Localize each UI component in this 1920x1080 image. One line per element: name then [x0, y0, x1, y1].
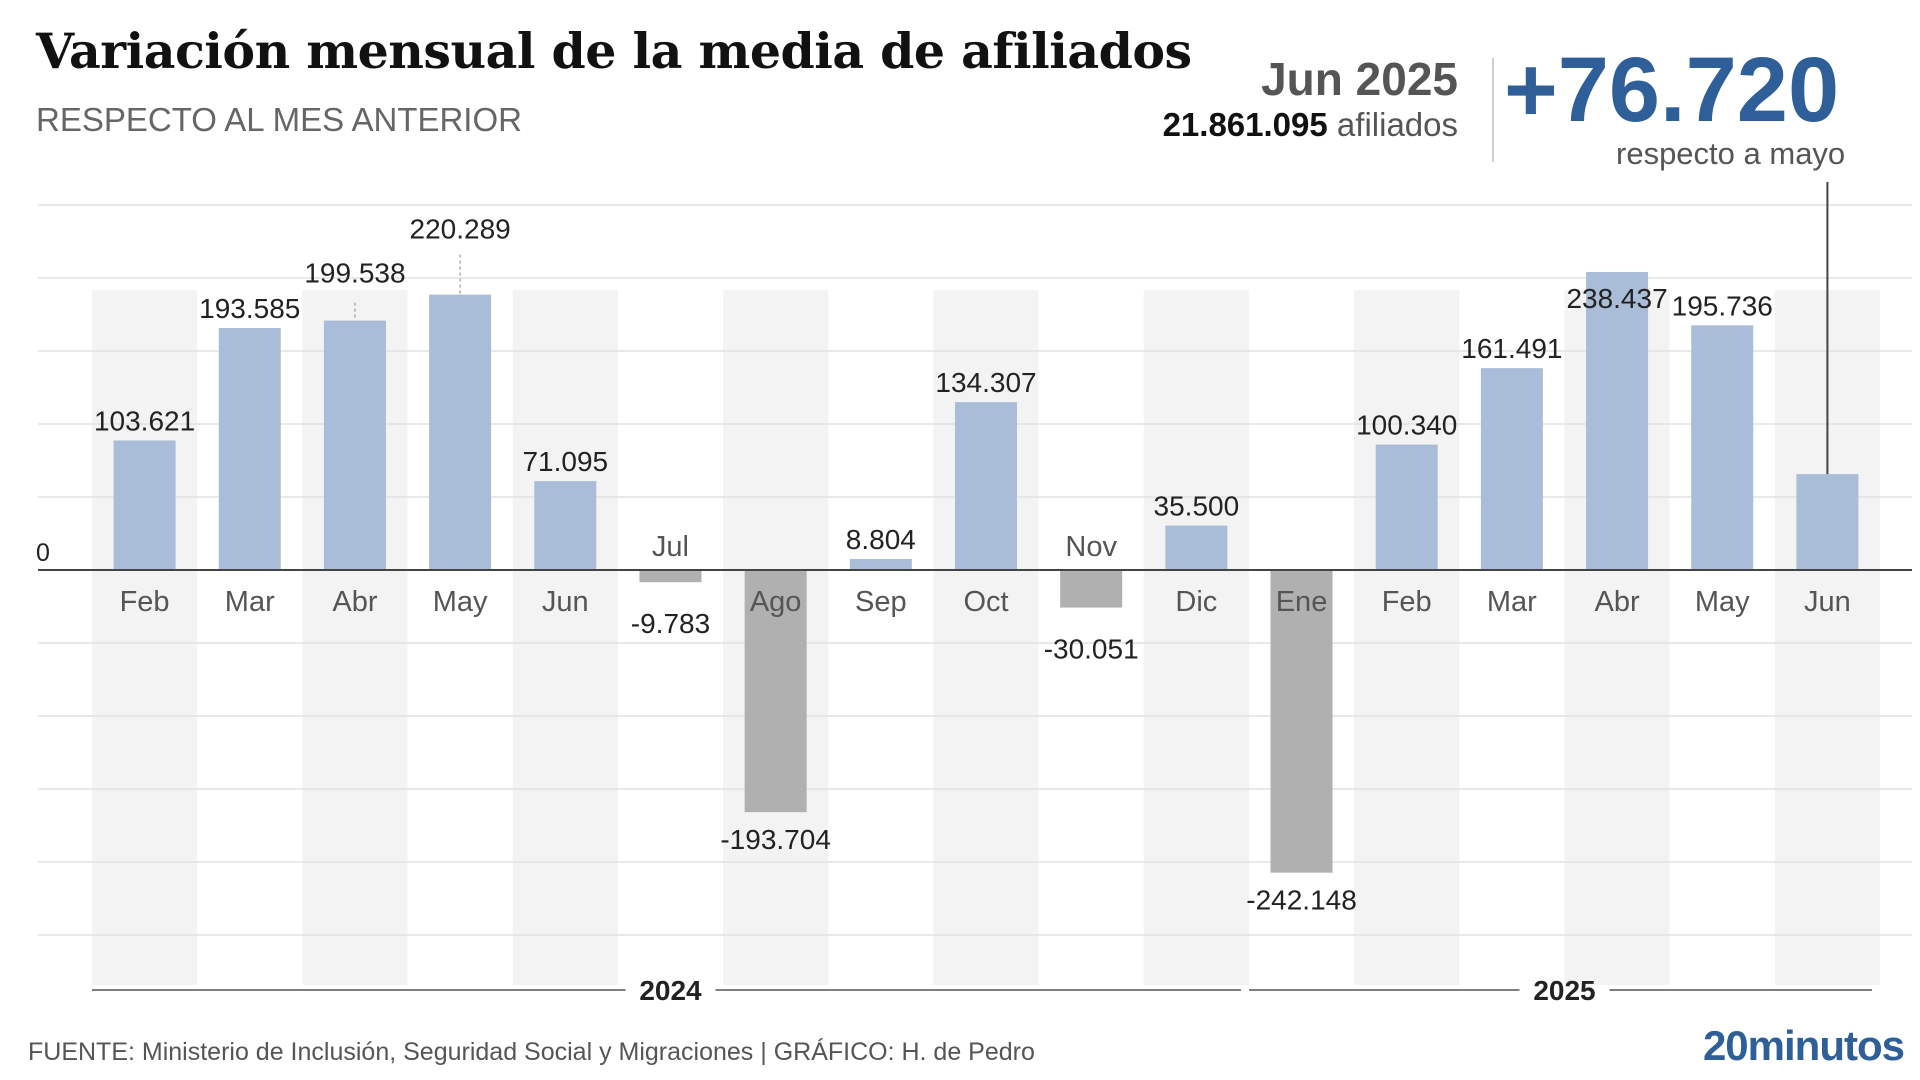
chart-subtitle: RESPECTO AL MES ANTERIOR	[36, 101, 522, 138]
bar-ago-6	[744, 570, 807, 813]
category-label-1: Mar	[225, 586, 275, 618]
category-label-4: Jun	[542, 586, 589, 618]
value-label-8: 134.307	[935, 367, 1036, 398]
bar-mar-1	[218, 328, 281, 570]
category-label-10: Dic	[1175, 586, 1217, 618]
highlight-total-suffix: afiliados	[1336, 106, 1458, 143]
bar-nov-9	[1060, 570, 1123, 608]
value-label-12: 100.340	[1356, 410, 1457, 441]
bar-oct-8	[955, 402, 1017, 570]
band-10	[1143, 290, 1249, 985]
value-label-0: 103.621	[94, 405, 195, 436]
band-0	[92, 290, 198, 985]
highlight-total-value: 21.861.095	[1162, 106, 1328, 143]
category-label-9: Nov	[1065, 531, 1117, 563]
highlight-change-note: respecto a mayo	[1616, 136, 1846, 171]
value-label-9: -30.051	[1044, 634, 1139, 665]
bar-ene-11	[1270, 570, 1333, 873]
category-label-12: Feb	[1382, 586, 1432, 618]
value-label-13: 161.491	[1461, 333, 1562, 364]
bar-abr-14	[1586, 271, 1649, 570]
category-label-6: Ago	[750, 586, 802, 618]
group-label-2024: 2024	[639, 975, 702, 1006]
value-label-10: 35.500	[1154, 491, 1240, 522]
category-label-11: Ene	[1276, 586, 1328, 618]
category-label-8: Oct	[963, 586, 1008, 618]
highlight-total: 21.861.095 afiliados	[1163, 106, 1458, 144]
source-footer: FUENTE: Ministerio de Inclusión, Segurid…	[28, 1038, 1035, 1066]
value-label-5: -9.783	[631, 608, 710, 639]
category-label-13: Mar	[1487, 586, 1537, 618]
bar-feb-0	[113, 440, 176, 570]
value-label-11: -242.148	[1246, 885, 1357, 916]
category-label-0: Feb	[120, 586, 170, 618]
bar-mar-13	[1480, 368, 1543, 570]
category-label-5: Jul	[652, 531, 689, 563]
highlight-date: Jun 2025	[1261, 53, 1458, 105]
value-label-4: 71.095	[522, 446, 608, 477]
category-label-2: Abr	[332, 586, 377, 618]
highlight-change: +76.720	[1504, 39, 1840, 141]
brand-logo: 20minutos	[1702, 1022, 1905, 1069]
zero-label: 0	[36, 539, 50, 567]
bar-dic-10	[1165, 525, 1228, 570]
category-label-7: Sep	[855, 586, 907, 618]
group-label-2025: 2025	[1533, 975, 1595, 1006]
category-label-3: May	[433, 586, 488, 618]
category-label-16: Jun	[1804, 586, 1851, 618]
value-label-3: 220.289	[410, 214, 511, 245]
highlight-divider	[1492, 58, 1494, 162]
value-label-6: -193.704	[720, 824, 831, 855]
bar-abr-2	[323, 320, 386, 570]
chart-title: Variación mensual de la media de afiliad…	[36, 22, 1192, 80]
bar-may-15	[1691, 325, 1754, 570]
category-label-14: Abr	[1594, 586, 1639, 618]
value-label-14: 238.437	[1566, 283, 1667, 314]
bar-sep-7	[849, 558, 912, 570]
bar-jun-16	[1796, 474, 1859, 570]
value-label-1: 193.585	[199, 293, 300, 324]
bar-chart: 0 Feb Mar Abr May Jun Jul Ago Sep Oct Nov Dic Ene Feb…	[36, 182, 1912, 1006]
bar-jun-4	[534, 481, 597, 570]
band-4	[512, 290, 618, 985]
band-12	[1354, 290, 1460, 985]
bar-feb-12	[1375, 444, 1438, 570]
value-label-15: 195.736	[1672, 290, 1773, 321]
value-label-7: 8.804	[846, 524, 916, 555]
value-label-2: 199.538	[304, 258, 405, 289]
bar-may-3	[429, 294, 492, 570]
category-label-15: May	[1695, 586, 1750, 618]
bar-jul-5	[639, 570, 702, 583]
